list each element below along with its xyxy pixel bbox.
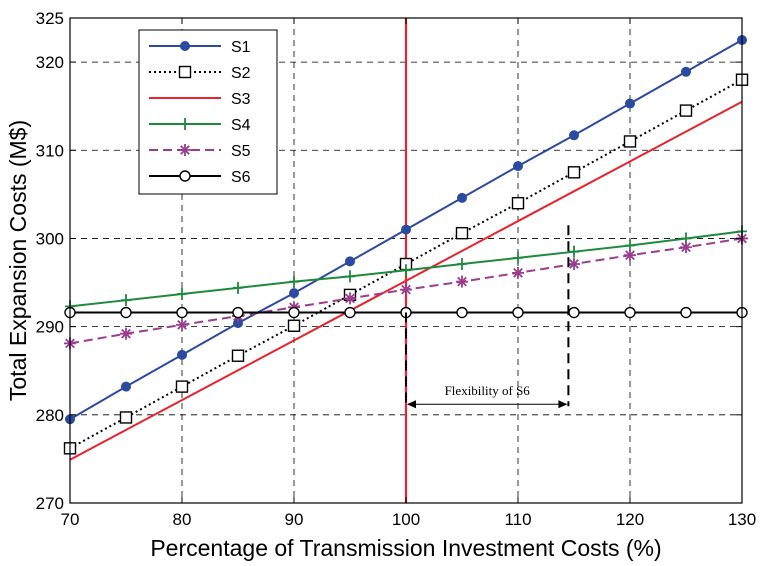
data-point (457, 192, 467, 203)
data-point (176, 318, 188, 331)
legend-entry-s3: S3 (149, 91, 251, 108)
legend-label: S1 (231, 39, 251, 56)
y-tick-label: 270 (36, 494, 64, 513)
legend-label: S6 (231, 169, 251, 186)
legend-marker (178, 65, 192, 79)
y-tick-label: 300 (36, 229, 64, 248)
annotation-arrowhead-right (558, 400, 568, 409)
data-point (121, 381, 131, 392)
data-point (175, 380, 189, 393)
data-point (569, 245, 579, 258)
x-tick-label: 90 (285, 510, 304, 529)
legend-entry-s2: S2 (149, 65, 251, 82)
data-point (511, 196, 525, 210)
data-point (457, 258, 467, 271)
data-point (680, 306, 692, 319)
data-point (513, 251, 523, 264)
data-point (120, 327, 132, 340)
data-point (567, 166, 581, 179)
legend-marker (179, 144, 191, 156)
data-point (121, 294, 131, 307)
data-point (288, 306, 300, 319)
x-tick-label: 80 (173, 510, 192, 529)
data-point (512, 306, 524, 319)
data-point (231, 349, 245, 362)
data-point (177, 349, 187, 360)
y-tick-label: 280 (36, 406, 64, 425)
x-axis-title: Percentage of Transmission Investment Co… (150, 535, 661, 561)
data-point (400, 283, 412, 296)
y-tick-label: 325 (36, 9, 64, 28)
data-point (287, 319, 301, 332)
data-point (680, 241, 692, 254)
data-point (512, 266, 524, 279)
data-point (119, 411, 133, 424)
y-axis-title: Total Expansion Costs (M$) (5, 120, 31, 401)
legend-label: S4 (231, 117, 251, 134)
legend-entry-s4: S4 (149, 117, 251, 134)
y-tick-label: 290 (36, 318, 64, 337)
legend: S1 S2 S3 S4 S5 S6 (138, 29, 278, 195)
data-point (289, 275, 299, 288)
data-point (623, 135, 637, 148)
x-tick-label: 110 (504, 510, 531, 529)
data-point (456, 275, 468, 288)
annotation-flexibility: Flexibility of S6 (405, 225, 570, 409)
series-s3 (69, 100, 743, 461)
data-point (401, 264, 411, 277)
x-tick-label: 100 (392, 510, 420, 529)
data-point (344, 306, 356, 319)
legend-label: S3 (231, 91, 251, 108)
series-line-s3 (69, 100, 743, 461)
data-point (401, 224, 411, 235)
y-tick-label: 320 (36, 53, 64, 72)
annotation-layer: Flexibility of S6 (405, 225, 570, 409)
legend-marker (180, 41, 190, 51)
legend-label: S5 (231, 143, 251, 160)
data-point (568, 258, 580, 271)
data-point (624, 306, 636, 319)
data-point (345, 256, 355, 267)
data-point (176, 306, 188, 319)
data-point (568, 306, 580, 319)
data-point (344, 292, 356, 305)
data-point (679, 104, 693, 117)
data-point (513, 161, 523, 172)
x-tick-label: 120 (616, 510, 644, 529)
legend-label: S2 (231, 65, 251, 82)
legend-entry-s6: S6 (149, 169, 251, 186)
data-point (233, 281, 243, 294)
data-point (624, 249, 636, 262)
legend-marker (179, 170, 191, 182)
annotation-label: Flexibility of S6 (445, 383, 531, 398)
ticks: 70 80 90 100 110 120 130 270 280 290 300 310 320 325 (36, 9, 757, 529)
x-tick-label: 70 (61, 510, 80, 529)
y-tick-label: 310 (36, 141, 64, 160)
data-point (120, 306, 132, 319)
data-point (681, 66, 691, 77)
data-point (289, 288, 299, 299)
legend-marker (180, 118, 190, 130)
legend-entry-s5: S5 (149, 143, 251, 160)
data-point (625, 98, 635, 109)
series-s4 (65, 225, 747, 313)
annotation-arrowhead-left (407, 400, 416, 409)
data-point (177, 288, 187, 301)
legend-box (138, 29, 278, 195)
data-point (232, 306, 244, 319)
data-point (569, 130, 579, 141)
x-tick-label: 130 (728, 510, 756, 529)
data-point (455, 226, 469, 240)
legend-entry-s1: S1 (149, 39, 251, 56)
data-point (456, 306, 468, 319)
data-point (345, 270, 355, 283)
